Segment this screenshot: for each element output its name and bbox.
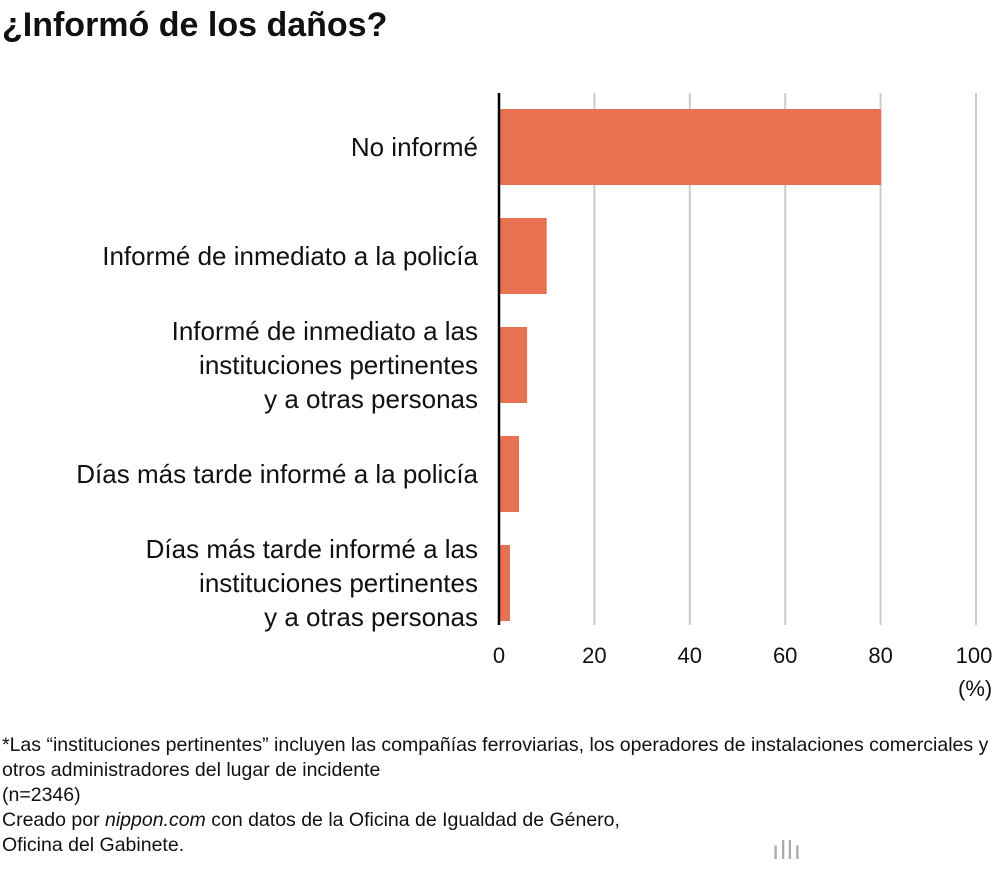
category-label: Días más tarde informé a las institucion… [145, 534, 478, 632]
x-tick-label: 20 [582, 643, 607, 668]
credit-site: nippon.com [104, 809, 206, 831]
bar [499, 545, 510, 621]
category-label: No informé [350, 132, 478, 162]
x-axis-unit: (%) [958, 676, 993, 701]
credit-suffix: con datos de la Oficina de Igualdad de G… [2, 809, 620, 856]
footnote-credit: Creado por nippon.com con datos de la Of… [2, 808, 682, 858]
x-tick-label: 100 [955, 643, 993, 668]
footnote-note: *Las “instituciones pertinentes” incluye… [2, 734, 989, 781]
x-tick-label: 80 [868, 643, 893, 668]
bar [499, 218, 547, 294]
category-label: Días más tarde informé a la policía [76, 459, 478, 489]
category-label: Informé de inmediato a la policía [102, 241, 478, 271]
bar [499, 436, 520, 512]
bar [499, 109, 882, 185]
credit-prefix: Creado por [2, 809, 105, 831]
x-tick-label: 40 [677, 643, 703, 668]
chart-title: ¿Informó de los daños? [2, 6, 388, 44]
footnote-n: (n=2346) [2, 784, 81, 806]
x-tick-label: 0 [492, 643, 506, 668]
bar [499, 327, 528, 403]
x-tick-label: 60 [772, 643, 798, 668]
category-label: Informé de inmediato a las instituciones… [171, 316, 478, 414]
nippon-logo: ıllı nippon.com [772, 830, 1000, 874]
sound-wave-icon: ıllı [772, 835, 802, 865]
